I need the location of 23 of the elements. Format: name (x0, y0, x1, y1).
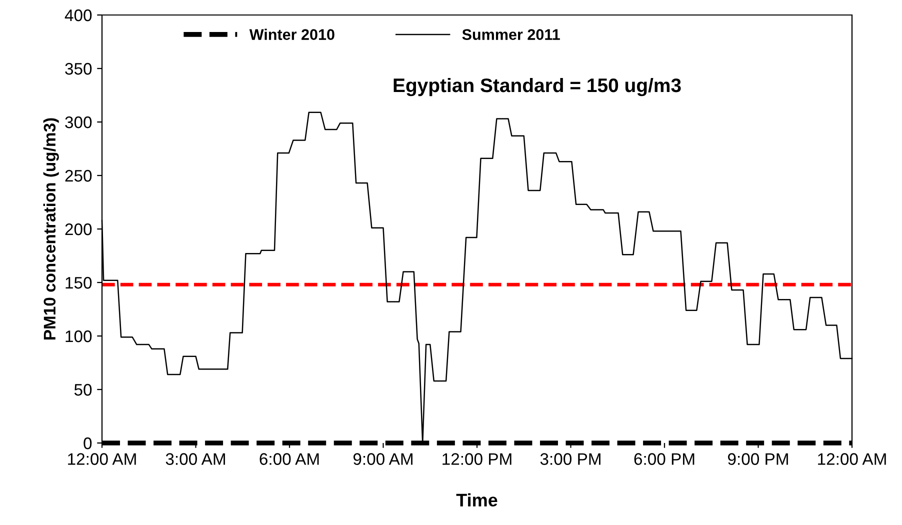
x-tick-label: 3:00 PM (540, 453, 600, 465)
y-tick-label: 50 (74, 384, 92, 396)
x-axis-title: Time (456, 493, 498, 507)
annotation: Egyptian Standard = 150 ug/m3 (394, 78, 681, 96)
x-tick-label: 6:00 AM (260, 453, 319, 465)
y-tick-label: 300 (65, 116, 92, 128)
y-tick-label: 350 (65, 62, 92, 75)
x-tick-label: 12:00 AM (68, 453, 136, 465)
x-tick-label: 3:00 AM (166, 453, 225, 465)
x-tick-label: 12:00 PM (442, 453, 512, 465)
x-tick-label: 9:00 PM (728, 453, 788, 465)
y-tick-label: 250 (65, 170, 92, 182)
x-tick-label: 12:00 AM (818, 453, 886, 465)
y-tick-label: 150 (66, 276, 92, 289)
y-tick-label: 400 (64, 9, 92, 22)
legend-label: Summer 2011 (462, 29, 560, 40)
x-tick-label: 9:00 AM (353, 453, 412, 465)
y-tick-label: 0 (84, 437, 92, 450)
x-tick-label: 6:00 PM (634, 453, 694, 465)
legend-label: Winter 2010 (249, 28, 334, 40)
y-tick-label: 200 (65, 223, 92, 236)
y-tick-label: 100 (66, 330, 92, 342)
y-axis-title: PM10 concentration (ug/m3) (43, 118, 59, 340)
